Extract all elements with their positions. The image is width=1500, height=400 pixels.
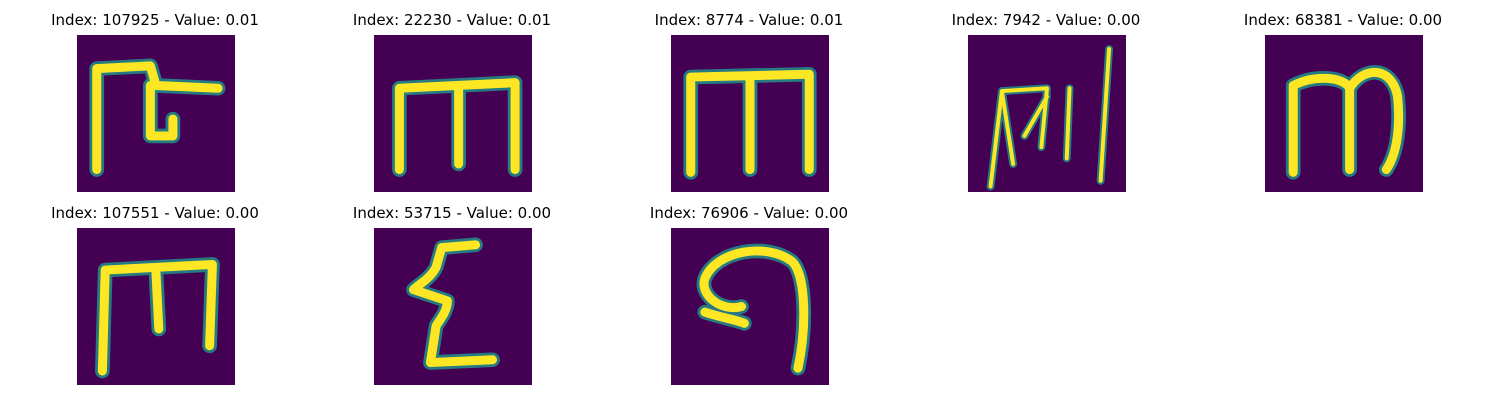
panel: Index: 76906 - Value: 0.00 (599, 193, 899, 393)
panel: Index: 107551 - Value: 0.00 (5, 193, 305, 393)
glyph-drawing (986, 45, 1114, 191)
glyph-drawing (95, 257, 220, 379)
panel-title: Index: 8774 - Value: 0.01 (654, 11, 844, 29)
panel-title: Index: 107925 - Value: 0.01 (51, 11, 259, 29)
panel: Index: 7942 - Value: 0.00 (896, 0, 1196, 200)
glyph-image (374, 228, 532, 385)
panel-title: Index: 22230 - Value: 0.01 (352, 11, 552, 29)
glyph-drawing (392, 75, 523, 177)
glyph-image (671, 228, 829, 385)
glyph-image (77, 35, 235, 192)
glyph-image (77, 228, 235, 385)
glyph-drawing (406, 237, 500, 370)
glyph-image (374, 35, 532, 192)
panel-title: Index: 68381 - Value: 0.00 (1243, 11, 1443, 29)
glyph-drawing (89, 58, 226, 177)
panel-title: Index: 107551 - Value: 0.00 (51, 204, 259, 222)
panel: Index: 53715 - Value: 0.00 (302, 193, 602, 393)
panel: Index: 22230 - Value: 0.01 (302, 0, 602, 200)
panel: Index: 68381 - Value: 0.00 (1193, 0, 1493, 200)
glyph-image (671, 35, 829, 192)
glyph-drawing (1285, 65, 1406, 180)
panel-title: Index: 76906 - Value: 0.00 (649, 204, 849, 222)
panel-title: Index: 53715 - Value: 0.00 (352, 204, 552, 222)
glyph-image (1265, 35, 1423, 192)
panel-title: Index: 7942 - Value: 0.00 (951, 11, 1141, 29)
panel: Index: 107925 - Value: 0.01 (5, 0, 305, 200)
glyph-drawing (696, 243, 812, 376)
panel: Index: 8774 - Value: 0.01 (599, 0, 899, 200)
glyph-drawing (683, 66, 817, 180)
glyph-image (968, 35, 1126, 192)
